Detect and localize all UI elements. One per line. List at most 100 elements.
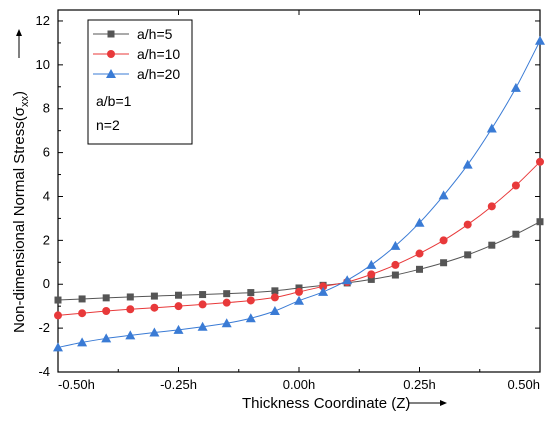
data-point <box>488 241 496 249</box>
data-point <box>78 295 86 303</box>
data-point <box>366 259 377 269</box>
y-axis-title-close: ) <box>11 91 28 96</box>
data-point <box>270 293 279 302</box>
y-axis-ticks: -4 -2 0 2 4 6 8 10 12 <box>36 13 540 379</box>
data-point <box>54 296 62 304</box>
y-tick-label: -4 <box>38 364 50 379</box>
x-tick-label: -0.25h <box>160 377 197 392</box>
data-point <box>126 305 135 314</box>
y-tick-label: 4 <box>43 188 50 203</box>
data-point <box>245 313 256 323</box>
data-point <box>390 240 401 250</box>
x-axis-arrow <box>408 400 447 406</box>
data-point <box>510 82 521 92</box>
data-point <box>173 324 184 334</box>
data-point <box>511 181 520 190</box>
data-point <box>440 259 448 267</box>
x-tick-label: 0.25h <box>403 377 436 392</box>
data-point <box>464 251 472 259</box>
data-point <box>367 275 375 283</box>
svg-text:Non-dimensional Normal Stress(: Non-dimensional Normal Stress(σxx) <box>11 91 31 333</box>
y-axis-arrow <box>16 29 22 58</box>
data-point <box>53 342 63 352</box>
data-point <box>175 291 182 299</box>
x-axis-ticks: -0.50h -0.25h 0.00h 0.25h 0.50h <box>57 10 541 392</box>
data-point <box>342 275 353 285</box>
data-point <box>536 157 544 166</box>
data-point <box>439 236 448 245</box>
legend-label: a/h=20 <box>137 66 180 82</box>
data-point <box>174 302 183 311</box>
legend-box <box>87 19 193 145</box>
data-point <box>487 202 496 211</box>
x-tick-label: 0.50h <box>507 377 540 392</box>
data-point <box>486 123 497 133</box>
legend-label: a/h=10 <box>137 46 180 62</box>
data-point <box>198 300 207 309</box>
data-point <box>247 289 255 297</box>
legend-item: a/h=10 <box>93 46 180 62</box>
y-tick-label: 10 <box>36 57 50 72</box>
legend-items: a/h=5 a/h=10 a/h=20 <box>93 26 180 82</box>
x-tick-label: 0.00h <box>283 377 316 392</box>
data-point <box>463 220 472 229</box>
data-point <box>101 333 112 343</box>
data-point <box>150 303 159 312</box>
legend-item: a/h=5 <box>93 26 173 42</box>
data-point <box>149 327 160 337</box>
data-point <box>535 35 545 45</box>
data-point <box>462 159 473 169</box>
data-point <box>54 311 62 320</box>
data-point <box>367 270 376 279</box>
data-point <box>295 287 303 296</box>
data-point <box>221 318 232 328</box>
data-point <box>269 306 280 316</box>
legend-marker <box>106 69 116 78</box>
series-layer <box>53 35 545 352</box>
data-point <box>150 292 158 300</box>
data-point <box>438 190 449 200</box>
legend-marker <box>107 30 115 38</box>
y-tick-label: 2 <box>43 232 50 247</box>
annotation-power-index: n=2 <box>96 117 120 133</box>
data-point <box>512 230 520 238</box>
data-point <box>199 291 207 299</box>
data-point <box>125 330 136 340</box>
data-point <box>197 321 208 331</box>
data-point <box>414 217 425 227</box>
legend-marker <box>107 50 115 58</box>
series-3 <box>53 35 545 352</box>
data-point <box>102 294 110 302</box>
legend-item: a/h=20 <box>93 66 180 82</box>
data-point <box>319 282 328 291</box>
data-point <box>102 307 111 316</box>
data-point <box>77 337 88 347</box>
y-tick-label: 6 <box>43 145 50 160</box>
data-point <box>246 296 255 305</box>
data-point <box>536 218 544 226</box>
y-tick-label: -2 <box>38 320 50 335</box>
legend-label: a/h=5 <box>137 26 173 42</box>
data-point <box>78 309 87 318</box>
legend: a/h=5 a/h=10 a/h=20 a/b=1 n=2 <box>87 19 193 145</box>
y-axis-title-main: Non-dimensional Normal Stress(σ <box>11 106 28 333</box>
y-axis-title: Non-dimensional Normal Stress(σxx) <box>11 91 31 333</box>
data-point <box>416 265 423 273</box>
x-axis-title: Thickness Coordinate (Z) <box>242 395 410 412</box>
x-tick-label: -0.50h <box>58 377 95 392</box>
data-point <box>391 260 400 269</box>
data-point <box>391 271 399 279</box>
data-point <box>271 287 279 295</box>
data-point <box>222 298 231 307</box>
data-point <box>126 293 134 301</box>
data-point <box>415 249 424 258</box>
series-2 <box>54 157 544 320</box>
data-point <box>223 290 231 298</box>
data-point <box>318 286 329 296</box>
y-tick-label: 0 <box>43 276 50 291</box>
y-axis-title-subscript: xx <box>19 96 31 108</box>
annotation-aspect-ratio: a/b=1 <box>96 93 132 109</box>
data-point <box>294 295 304 305</box>
y-tick-label: 8 <box>43 101 50 116</box>
